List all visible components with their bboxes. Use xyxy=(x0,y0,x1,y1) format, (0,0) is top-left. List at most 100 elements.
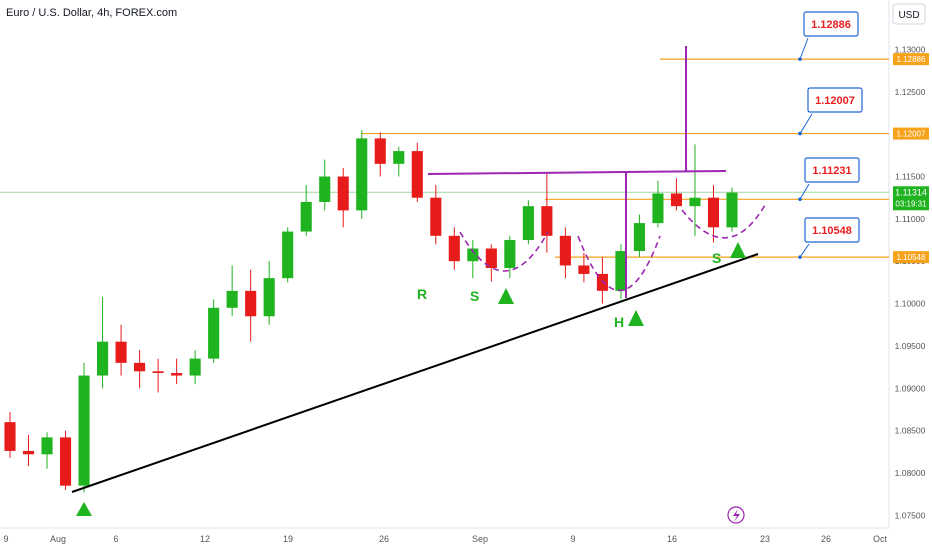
candle-body xyxy=(559,235,571,266)
price-tick-label: 1.12500 xyxy=(895,87,926,97)
candle-body xyxy=(97,341,109,376)
candle-body xyxy=(356,138,368,211)
level-callout-box[interactable] xyxy=(804,157,860,183)
candle-body xyxy=(726,192,738,228)
up-arrow-icon xyxy=(76,502,92,516)
price-tick-label: 1.11000 xyxy=(895,214,925,224)
candle-body xyxy=(300,201,312,232)
candle-body xyxy=(337,176,349,211)
candle-body xyxy=(707,197,720,228)
candle-body xyxy=(670,193,683,207)
up-arrow-icon xyxy=(498,288,514,304)
callout-pointer xyxy=(799,37,809,60)
candle-body xyxy=(263,278,275,317)
candle-body xyxy=(22,450,35,455)
price-tick-label: 1.07500 xyxy=(895,510,926,520)
time-axis-ticks: 9 Aug 6 12 19 26 Sep 9 16 23 26 Oct xyxy=(3,534,887,544)
level-callout-box[interactable] xyxy=(807,87,863,113)
price-axis-ticks: 1.130001.125001.120001.115001.110001.105… xyxy=(895,44,926,520)
current-price-axis-label: 1.11314 03:19:31 xyxy=(893,186,929,211)
ascending-trendline[interactable] xyxy=(71,253,759,493)
candlestick-series xyxy=(4,129,738,493)
time-tick-label: 6 xyxy=(113,534,118,544)
time-tick-label: 9 xyxy=(3,534,8,544)
pattern-label-head: H xyxy=(614,314,624,330)
price-tick-label: 1.09000 xyxy=(895,383,926,393)
price-tick-label: 1.08000 xyxy=(895,468,926,478)
candle-body xyxy=(393,151,405,164)
candle-body xyxy=(226,290,238,308)
level-axis-tag xyxy=(893,127,929,140)
level-axis-value: 1.12886 xyxy=(897,55,926,64)
candle-body xyxy=(689,197,701,207)
candle-body xyxy=(171,373,183,376)
level-callout-box[interactable] xyxy=(804,217,860,243)
level-callout-value: 1.12007 xyxy=(815,95,855,107)
lightning-icon[interactable] xyxy=(727,506,745,524)
callout-anchor xyxy=(798,57,802,61)
level-callout-value: 1.11231 xyxy=(812,165,851,177)
candle-body xyxy=(522,206,534,241)
candle-body xyxy=(504,240,516,268)
head-arc[interactable] xyxy=(577,235,661,292)
candle-body xyxy=(467,248,479,262)
price-tick-label: 1.13000 xyxy=(895,44,926,54)
candle-body xyxy=(134,362,146,372)
level-callout-value: 1.10548 xyxy=(812,225,852,237)
pattern-label-right-shoulder: S xyxy=(712,250,721,266)
callout-anchor xyxy=(798,197,802,202)
pattern-label-left-shoulder: S xyxy=(470,288,479,304)
level-axis-value: 1.12007 xyxy=(897,130,926,139)
price-tick-label: 1.10000 xyxy=(895,299,926,309)
price-tick-label: 1.09500 xyxy=(895,341,926,351)
level-axis-value: 1.10548 xyxy=(897,253,926,262)
candle-body xyxy=(282,231,294,279)
time-tick-label: 16 xyxy=(667,534,677,544)
callout-anchor xyxy=(798,255,802,259)
currency-button[interactable] xyxy=(892,3,926,25)
time-tick-label: 9 xyxy=(570,534,575,544)
level-callout-box[interactable] xyxy=(803,11,859,37)
candle-body xyxy=(59,437,72,486)
candle-body xyxy=(411,151,423,198)
level-axis-tag xyxy=(893,251,929,264)
neckline[interactable] xyxy=(427,170,727,175)
callout-pointer xyxy=(799,243,810,258)
time-tick-label: Oct xyxy=(873,534,888,544)
current-price-countdown: 03:19:31 xyxy=(895,199,927,208)
time-tick-label: Aug xyxy=(50,534,66,544)
candle-body xyxy=(596,273,608,291)
candle-body xyxy=(633,223,645,252)
candle-body xyxy=(41,437,53,455)
callout-pointer xyxy=(799,183,810,200)
level-axis-tag xyxy=(893,53,929,66)
up-arrow-icon xyxy=(730,242,746,258)
chart-title: Euro / U.S. Dollar, 4h, FOREX.com xyxy=(6,7,177,19)
price-tick-label: 1.11500 xyxy=(895,172,925,182)
candle-body xyxy=(448,235,460,262)
callout-pointer xyxy=(799,113,813,134)
callout-anchor xyxy=(798,131,802,136)
candle-body xyxy=(189,358,201,376)
right-shoulder-arc[interactable] xyxy=(681,204,766,239)
time-tick-label: 26 xyxy=(379,534,389,544)
time-tick-label: Sep xyxy=(472,534,488,544)
candle-body xyxy=(152,371,164,374)
current-price-value: 1.11314 xyxy=(895,187,927,197)
candle-body xyxy=(319,176,331,202)
candle-body xyxy=(485,248,497,268)
level-callouts: 1.12886 1.12007 1.11231 1.10548 xyxy=(798,11,863,259)
candle-body xyxy=(4,422,16,451)
candle-body xyxy=(541,206,553,236)
candle-body xyxy=(430,197,442,236)
candle-body xyxy=(578,265,590,274)
time-tick-label: 26 xyxy=(821,534,831,544)
candle-body xyxy=(652,193,664,224)
candle-body xyxy=(115,341,127,363)
time-tick-label: 19 xyxy=(283,534,293,544)
candle-body xyxy=(208,307,220,359)
time-tick-label: 12 xyxy=(200,534,210,544)
currency-button-label: USD xyxy=(898,10,919,21)
left-shoulder-arc[interactable] xyxy=(459,231,549,272)
